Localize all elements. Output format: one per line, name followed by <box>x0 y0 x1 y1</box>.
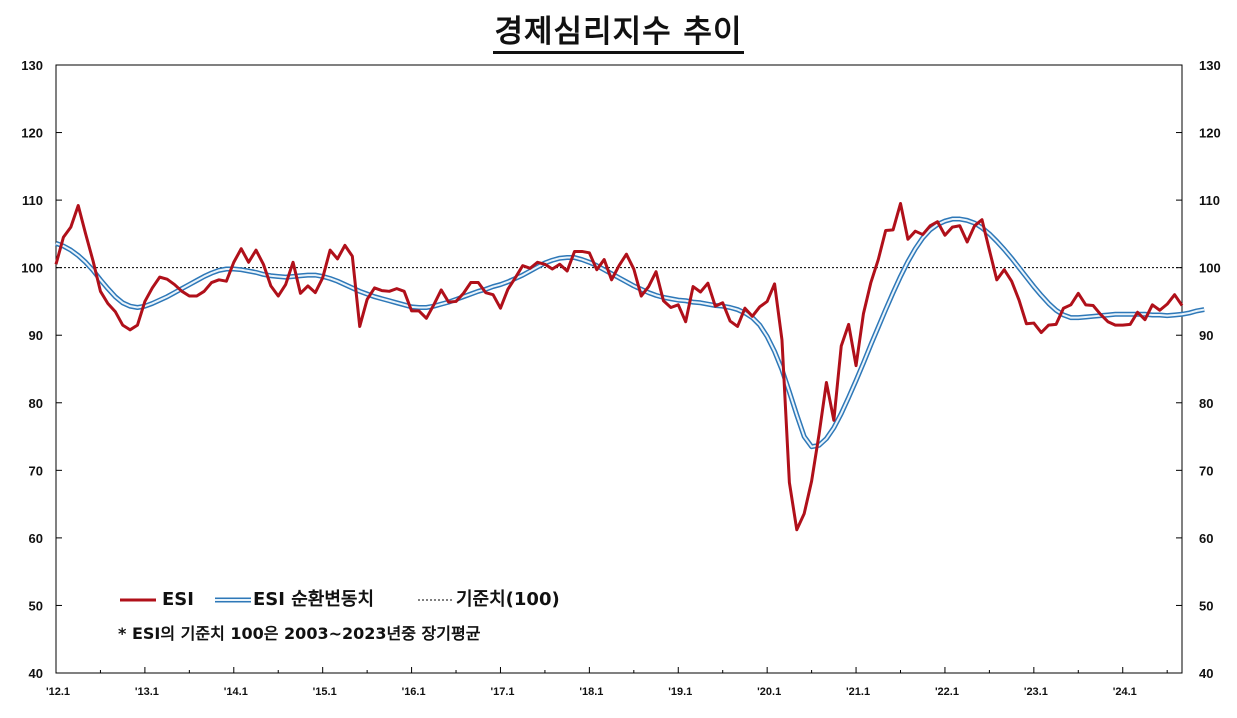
x-tick-label-8: '20.1 <box>757 686 781 698</box>
legend-swatch-cycle <box>215 597 251 603</box>
y-tick-label-right-70: 70 <box>1199 463 1213 478</box>
x-tick-label-0: '12.1 <box>46 686 70 698</box>
y-tick-label-left-40: 40 <box>29 666 43 681</box>
y-tick-label-right-120: 120 <box>1199 126 1221 141</box>
y-tick-label-right-110: 110 <box>1199 193 1220 208</box>
y-tick-label-left-70: 70 <box>29 463 43 478</box>
series-esi-cycle <box>55 216 1205 450</box>
y-tick-label-left-60: 60 <box>29 531 43 546</box>
y-tick-label-right-60: 60 <box>1199 531 1213 546</box>
chart-title-text: 경제심리지수 추이 <box>492 14 745 54</box>
y-tick-label-right-130: 130 <box>1199 58 1221 73</box>
y-tick-label-right-90: 90 <box>1199 328 1213 343</box>
legend-label-baseline: 기준치(100) <box>456 589 560 610</box>
x-tick-label-12: '24.1 <box>1113 686 1137 698</box>
legend-label-esi: ESI <box>162 589 194 610</box>
x-tick-label-9: '21.1 <box>846 686 870 698</box>
x-tick-label-5: '17.1 <box>490 686 514 698</box>
chart-title: 경제심리지수 추이 <box>0 6 1237 54</box>
y-tick-label-left-110: 110 <box>22 193 43 208</box>
x-tick-label-7: '19.1 <box>668 686 692 698</box>
x-tick-label-2: '14.1 <box>224 686 248 698</box>
series-cycle-outline <box>55 216 1205 450</box>
y-tick-label-right-100: 100 <box>1199 261 1221 276</box>
legend-swatch-esi <box>120 598 156 602</box>
y-tick-label-left-80: 80 <box>29 396 43 411</box>
x-tick-label-6: '18.1 <box>579 686 603 698</box>
series-esi <box>54 201 1184 532</box>
footnote: * ESI의 기준치 100은 2003~2023년중 장기평균 <box>118 624 481 643</box>
y-axis-left: 40 50 60 70 80 90 100 110 120 130 <box>21 58 62 681</box>
plot-frame <box>55 64 1183 674</box>
legend-swatch-baseline <box>418 599 454 601</box>
series-cycle-line <box>55 218 1205 448</box>
y-axis-right: 40 50 60 70 80 90 100 110 120 130 <box>1176 58 1221 681</box>
x-axis: '12.1 '13.1 '14.1 '15.1 '16.1 '17.1 '18.1 '19.1… <box>46 667 1168 698</box>
x-tick-label-11: '23.1 <box>1024 686 1048 698</box>
x-tick-label-3: '15.1 <box>313 686 337 698</box>
x-tick-label-10: '22.1 <box>935 686 959 698</box>
y-tick-label-left-120: 120 <box>21 126 43 141</box>
x-tick-label-4: '16.1 <box>402 686 426 698</box>
legend-label-cycle: ESI 순환변동치 <box>253 589 375 610</box>
x-tick-label-1: '13.1 <box>135 686 159 698</box>
series-esi-line <box>54 201 1184 532</box>
y-tick-label-left-130: 130 <box>21 58 43 73</box>
y-tick-label-right-40: 40 <box>1199 666 1213 681</box>
y-tick-label-right-80: 80 <box>1199 396 1213 411</box>
y-tick-label-left-100: 100 <box>21 261 43 276</box>
y-tick-label-right-50: 50 <box>1199 598 1213 613</box>
y-tick-label-left-90: 90 <box>29 328 43 343</box>
y-tick-label-left-50: 50 <box>29 598 43 613</box>
